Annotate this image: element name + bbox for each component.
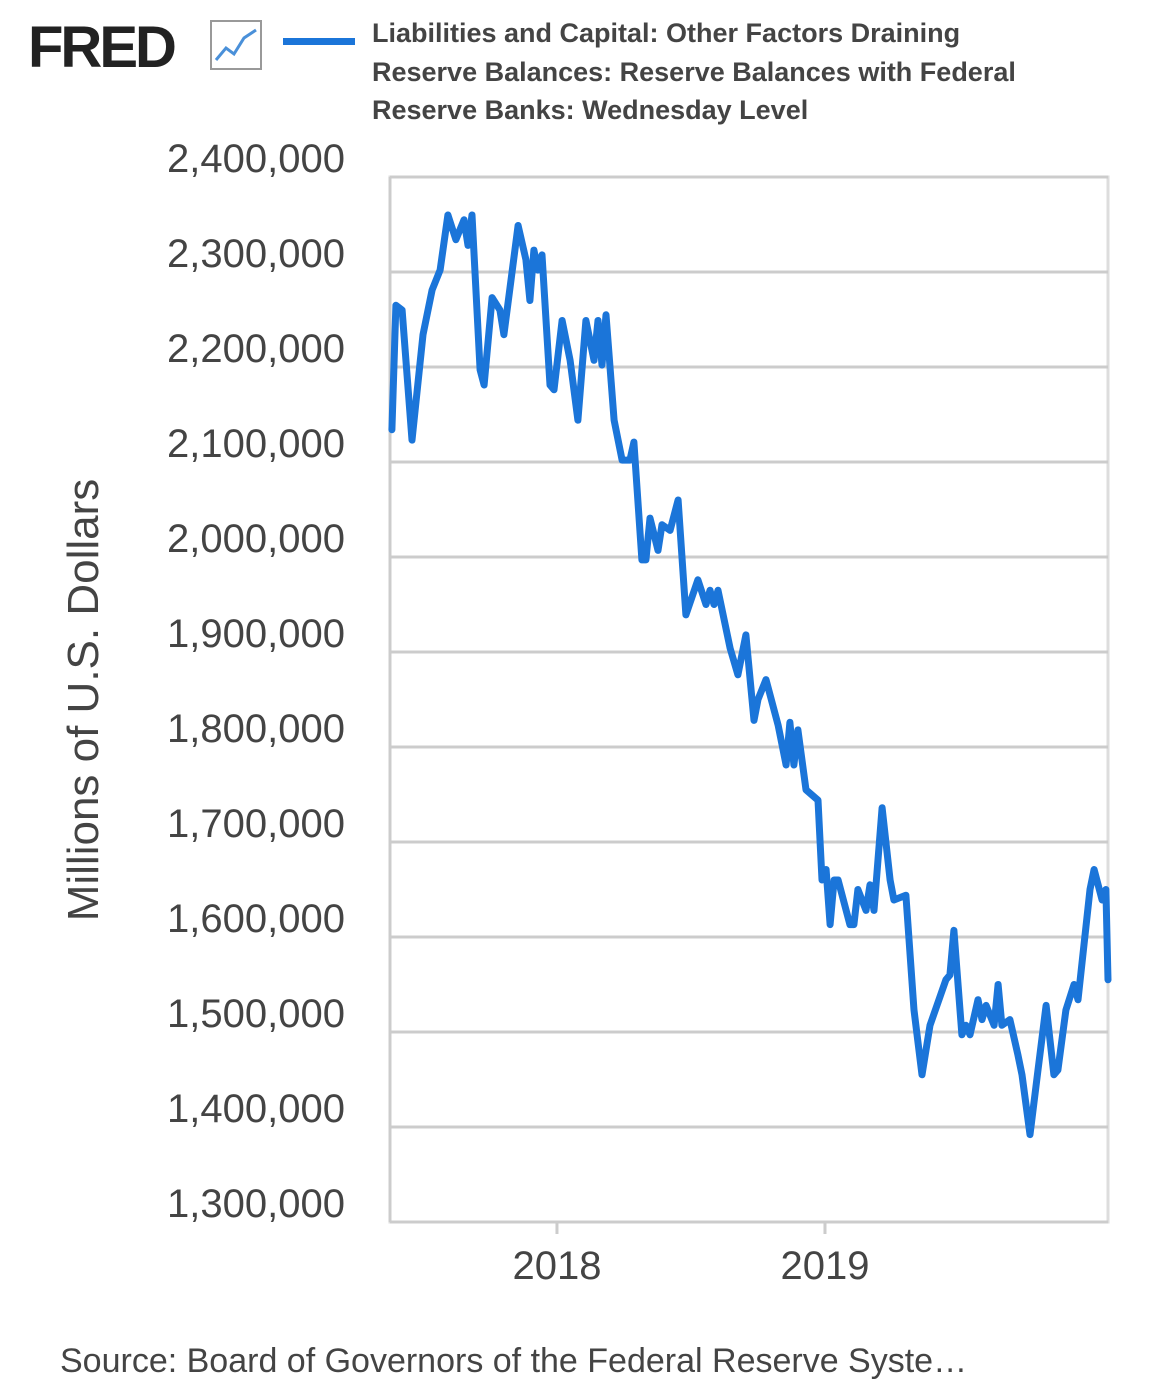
y-tick-label: 1,600,000 [167, 897, 345, 941]
y-tick-label: 1,500,000 [167, 992, 345, 1036]
data-line [388, 211, 1112, 1139]
logo-icon [210, 20, 262, 70]
y-tick-label: 1,300,000 [167, 1182, 345, 1226]
y-tick-label: 2,200,000 [167, 327, 345, 371]
y-tick-label: 2,000,000 [167, 517, 345, 561]
x-tick-label: 2019 [780, 1244, 869, 1288]
y-tick-label: 1,800,000 [167, 707, 345, 751]
y-tick-label: 1,900,000 [167, 612, 345, 656]
y-axis-label: Millions of U.S. Dollars [59, 479, 108, 922]
y-tick-label: 2,400,000 [167, 137, 345, 181]
y-tick-label: 1,700,000 [167, 802, 345, 846]
source-note: Source: Board of Governors of the Federa… [60, 1342, 968, 1380]
logo-line [214, 28, 257, 61]
x-tick-label: 2018 [512, 1244, 601, 1288]
chart: 1,300,000 1,400,000 1,500,000 1,600,000 1,70… [59, 137, 1112, 1288]
y-tick-label: 1,400,000 [167, 1087, 345, 1131]
y-tick-label: 2,100,000 [167, 422, 345, 466]
logo: FRED [28, 15, 177, 80]
y-tick-label: 2,300,000 [167, 232, 345, 276]
legend-title: Liabilities and Capital: Other Factors D… [372, 18, 1016, 125]
legend-swatch [283, 38, 355, 45]
logo-frame [210, 20, 262, 70]
